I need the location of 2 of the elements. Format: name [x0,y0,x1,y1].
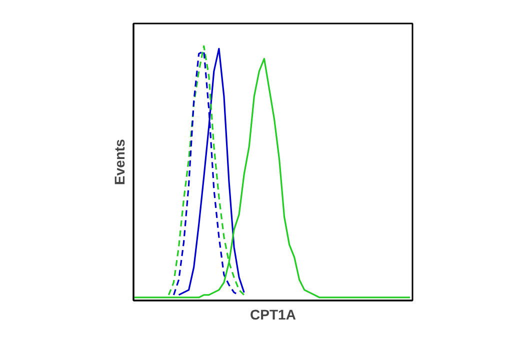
y-axis-title: Events [112,138,128,185]
x-axis-title: CPT1A [250,306,296,322]
